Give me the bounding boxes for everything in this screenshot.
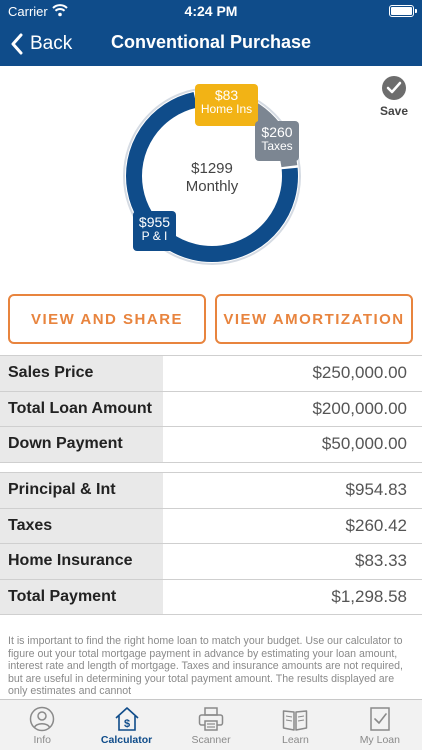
row-label: Total Loan Amount [0,391,163,426]
tab-label: Scanner [191,734,231,746]
home-ins-amount: $83 [214,87,239,103]
back-button[interactable]: Back [10,30,72,58]
home-ins-label: Home Ins [200,102,253,117]
tab-label: Calculator [100,734,153,746]
row-label: Taxes [0,508,163,543]
row-label: Sales Price [0,356,163,391]
book-icon [283,710,308,731]
tab-calculator[interactable]: $ Calculator [84,700,168,750]
battery-icon [389,5,417,17]
pi-tag: $955 P & I [133,211,176,251]
top-bar: Carrier 4:24 PM Back Conventional Purcha… [0,0,422,66]
row-value: $83.33 [355,551,407,571]
carrier-label: Carrier [8,4,48,19]
monthly-label: Monthly [185,178,239,195]
row-label: Principal & Int [0,473,163,508]
house-dollar-icon: $ [115,707,139,731]
row-value: $954.83 [345,480,407,500]
disclaimer-text: It is important to find the right home l… [8,635,403,698]
row-value: $50,000.00 [321,434,407,454]
save-button[interactable]: Save [376,76,412,118]
home-ins-tag: $83 Home Ins [195,84,258,126]
row-value: $1,298.58 [331,586,407,606]
wifi-icon [52,4,68,17]
tab-info[interactable]: Info [0,700,84,750]
row-value: $260.42 [345,515,407,535]
row-value: $250,000.00 [312,363,407,383]
tab-label: Learn [281,734,309,746]
checkmark-icon [382,76,406,100]
taxes-tag: $260 Taxes [255,121,299,161]
save-label: Save [379,104,409,118]
status-time: 4:24 PM [184,3,238,19]
payment-summary-table: Principal & Int $954.83 Taxes $260.42 Ho… [0,472,422,615]
tab-learn[interactable]: Learn [253,700,337,750]
row-label: Home Insurance [0,544,163,579]
tab-label: Info [33,734,51,746]
pi-amount: $955 [138,214,171,230]
table-row: Taxes $260.42 [0,508,422,544]
svg-text:$: $ [124,718,130,730]
tab-bar: Info $ Calculator Scanner Learn [0,699,422,750]
table-row: Total Payment $1,298.58 [0,579,422,615]
chevron-left-icon [11,33,23,55]
pi-label: P & I [141,229,168,244]
back-label: Back [30,33,73,54]
table-row: Home Insurance $83.33 [0,544,422,580]
table-row: Sales Price $250,000.00 [0,356,422,392]
taxes-label: Taxes [261,139,293,154]
table-row: Total Loan Amount $200,000.00 [0,391,422,427]
table-row: Principal & Int $954.83 [0,473,422,509]
row-label: Total Payment [0,579,163,614]
tab-label: My Loan [359,734,400,746]
status-bar: Carrier 4:24 PM [0,0,422,22]
view-amortization-button[interactable]: VIEW AMORTIZATION [215,294,413,344]
view-and-share-button[interactable]: VIEW AND SHARE [8,294,206,344]
tab-scanner[interactable]: Scanner [169,700,253,750]
person-icon [29,706,55,732]
printer-icon [198,707,224,731]
document-check-icon [370,707,390,731]
row-label: Down Payment [0,427,163,462]
row-value: $200,000.00 [312,398,407,418]
table-row: Down Payment $50,000.00 [0,427,422,463]
monthly-total: $1299 [191,160,233,177]
loan-summary-table: Sales Price $250,000.00 Total Loan Amoun… [0,355,422,463]
tab-my-loan[interactable]: My Loan [338,700,422,750]
payment-breakdown: $1299 Monthly $83 Home Ins $260 Taxes $9… [0,66,422,286]
taxes-amount: $260 [261,124,293,140]
